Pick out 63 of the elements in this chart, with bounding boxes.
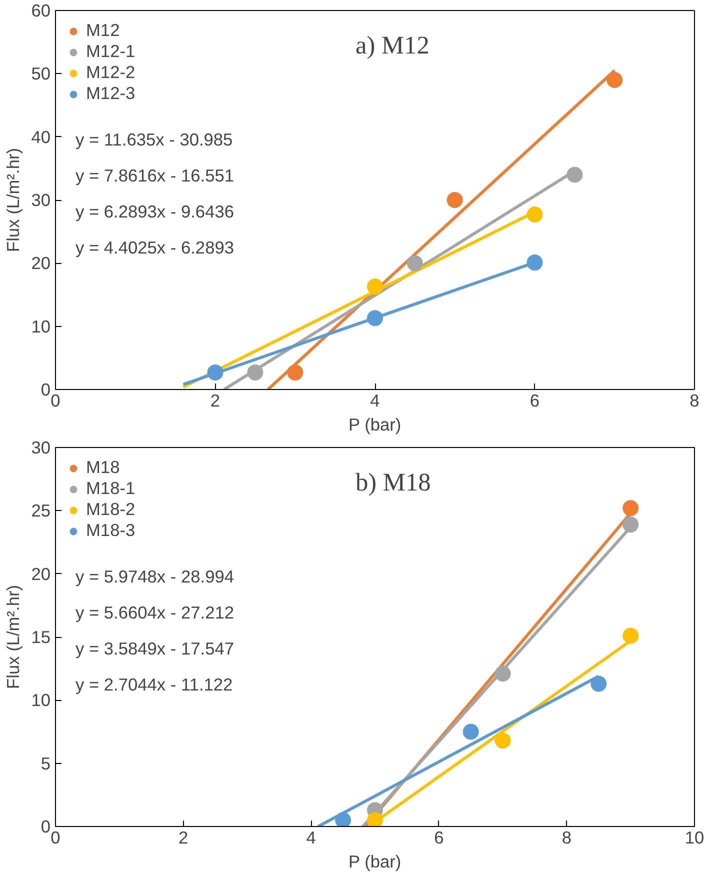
x-tick-label: 6 (434, 828, 444, 848)
y-tick-label: 40 (31, 126, 51, 147)
point (526, 206, 543, 223)
x-tick-label: 10 (684, 828, 704, 848)
legend-label: M12-3 (86, 83, 136, 104)
point (622, 500, 639, 516)
point (367, 278, 383, 295)
point (566, 166, 583, 183)
annotation: y = 5.9748x - 28.994 (76, 566, 234, 586)
annotation: y = 6.2893x - 9.6436 (76, 202, 234, 222)
point (462, 724, 479, 740)
point (526, 254, 543, 271)
legend-label: M12-1 (86, 41, 136, 62)
annotation: y = 3.5849x - 17.547 (76, 638, 234, 658)
text: a) M12 (356, 32, 430, 60)
annotation: y = 4.4025x - 6.2893 (76, 238, 234, 258)
legend-label: M18-2 (86, 499, 136, 520)
point (590, 676, 607, 692)
y-axis-title: Flux (L/m².hr) (3, 585, 24, 689)
point (335, 812, 352, 826)
x-tick-label: 4 (370, 390, 380, 410)
point (367, 310, 383, 326)
legend-label: M18-3 (86, 520, 136, 541)
point (622, 516, 639, 533)
point (406, 255, 423, 272)
point (207, 364, 224, 380)
y-tick-label: 20 (31, 253, 51, 274)
point (247, 364, 264, 380)
y-tick-label: 5 (40, 753, 51, 774)
x-tick-label: 8 (562, 828, 572, 848)
x-tick-label: 4 (306, 828, 316, 848)
y-axis-title: Flux (L/m².hr) (3, 148, 24, 252)
legend-label: M12-2 (86, 62, 136, 83)
y-tick-label: 10 (31, 690, 51, 710)
x-tick-label: 2 (210, 390, 220, 410)
x-tick-label: 6 (530, 390, 540, 410)
legend-label: M18 (86, 457, 120, 478)
legend-label: M18-1 (86, 478, 136, 499)
annotation: y = 2.7044x - 11.122 (76, 674, 233, 694)
point (367, 812, 383, 826)
y-tick-label: 10 (31, 316, 51, 336)
x-axis-title: P (bar) (348, 414, 402, 434)
point (446, 192, 463, 208)
annotation: y = 11.635x - 30.985 (76, 130, 233, 150)
text: b) M18 (356, 468, 431, 496)
annotation: y = 5.6604x - 27.212 (76, 602, 234, 622)
point (287, 364, 304, 380)
point (622, 628, 639, 644)
y-tick-label: 30 (31, 190, 51, 210)
y-tick-label: 50 (31, 64, 51, 84)
x-tick-label: 2 (178, 828, 188, 848)
point (494, 666, 511, 682)
y-tick-label: 15 (31, 627, 51, 647)
y-tick-label: 60 (31, 0, 51, 20)
annotation: y = 7.8616x - 16.551 (76, 166, 234, 186)
x-axis-title: P (bar) (348, 852, 402, 872)
point (606, 72, 623, 88)
point (494, 732, 511, 749)
x-tick-label: 8 (690, 390, 700, 410)
y-tick-label: 30 (31, 438, 51, 458)
y-tick-label: 25 (31, 500, 51, 521)
legend-label: M12 (86, 20, 120, 41)
y-tick-label: 20 (31, 564, 51, 584)
